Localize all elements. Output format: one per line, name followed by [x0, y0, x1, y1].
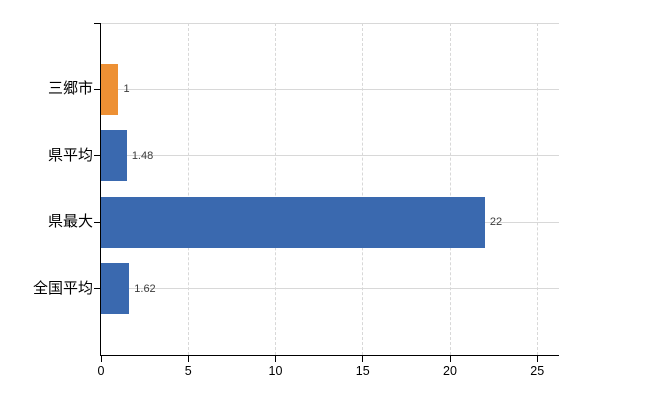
bar — [101, 263, 130, 315]
v-gridline — [449, 23, 451, 355]
h-gridline — [101, 288, 559, 290]
value-label: 1.48 — [131, 149, 154, 162]
v-gridline — [187, 23, 189, 355]
y-axis-tick — [94, 22, 100, 24]
x-tick-label: 5 — [184, 364, 192, 378]
y-axis-tick — [94, 88, 100, 90]
x-tick-label: 20 — [443, 364, 457, 378]
x-tick-label: 25 — [530, 364, 545, 378]
x-axis-tick — [362, 356, 364, 362]
v-gridline — [362, 23, 364, 355]
x-tick-label: 15 — [355, 364, 370, 378]
x-axis-tick — [187, 356, 189, 362]
value-label: 1 — [123, 83, 130, 96]
x-axis-tick — [536, 356, 538, 362]
plot-area: 1 三郷市 1.48 県平均 22 県最大 1.62 全国平均 0 5 10 15 20 25 — [33, 22, 559, 378]
category-label: 県最大 — [47, 213, 93, 231]
v-gridline — [536, 23, 538, 355]
x-axis-tick — [100, 356, 102, 362]
category-label: 全国平均 — [32, 279, 93, 297]
x-tick-label: 10 — [268, 364, 283, 378]
y-axis-tick — [94, 155, 100, 157]
y-axis-tick — [94, 288, 100, 290]
bar — [101, 196, 485, 248]
v-gridline — [275, 23, 276, 355]
bar — [101, 130, 127, 182]
h-gridline — [101, 155, 559, 157]
h-gridline — [101, 88, 559, 90]
value-label: 1.62 — [134, 282, 156, 295]
category-label: 三郷市 — [47, 80, 93, 98]
x-axis-tick — [449, 356, 451, 362]
x-axis-tick — [275, 356, 276, 362]
x-tick-label: 0 — [97, 364, 105, 378]
value-label: 22 — [489, 216, 503, 229]
h-gridline — [101, 22, 559, 24]
y-axis-tick — [94, 221, 100, 223]
bar — [101, 63, 119, 115]
category-label: 県平均 — [47, 146, 93, 164]
